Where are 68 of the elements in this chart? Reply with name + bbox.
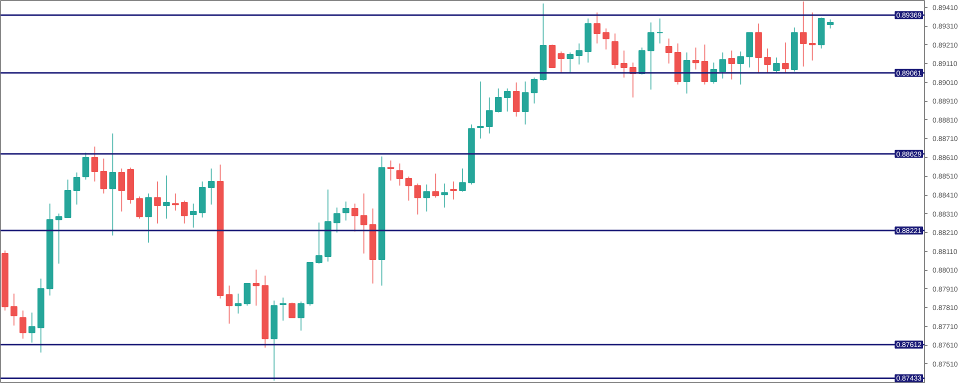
- candlestick: [432, 173, 440, 198]
- candlestick: [100, 158, 108, 194]
- candlestick: [91, 146, 98, 182]
- candlestick: [504, 88, 511, 112]
- candlestick: [387, 160, 394, 182]
- candlestick: [28, 312, 36, 344]
- candlestick: [342, 201, 350, 222]
- candlestick: [612, 33, 618, 70]
- candlestick: [647, 22, 654, 90]
- candlestick: [136, 196, 143, 220]
- candlestick: [737, 51, 744, 86]
- candlestick: [396, 162, 404, 186]
- candlestick: [494, 88, 502, 113]
- candlestick: [333, 207, 340, 234]
- candlestick: [522, 81, 529, 125]
- candlestick: [20, 310, 26, 340]
- candlestick: [10, 293, 18, 326]
- candlestick: [163, 174, 170, 220]
- candlestick: [405, 176, 412, 202]
- candlestick: [512, 82, 520, 118]
- candlestick: [477, 81, 484, 140]
- candlestick: [109, 132, 116, 236]
- candlestick: [423, 184, 430, 212]
- candlestick: [280, 297, 286, 322]
- candlestick: [459, 168, 466, 192]
- candlestick: [576, 42, 583, 65]
- candlestick: [602, 28, 610, 50]
- candlestick: [656, 18, 664, 44]
- candlestick: [594, 12, 600, 44]
- candlestick: [244, 283, 251, 306]
- candlestick: [360, 193, 368, 254]
- candlestick: [719, 52, 726, 80]
- candlestick: [298, 301, 304, 332]
- candlestick: [486, 96, 493, 134]
- candlestick: [351, 203, 358, 232]
- candlestick: [620, 50, 628, 78]
- candlestick: [154, 180, 161, 224]
- candlestick: [450, 180, 457, 200]
- candlestick: [800, 0, 807, 68]
- candlestick: [252, 269, 260, 306]
- candlestick: [55, 213, 62, 264]
- candlestick: [73, 172, 80, 206]
- candlestick: [638, 47, 646, 76]
- candlestick: [808, 12, 816, 62]
- candlestick: [234, 293, 242, 314]
- candlestick: [566, 52, 574, 74]
- candlestick: [665, 38, 672, 64]
- candlestick: [548, 44, 556, 68]
- candlestick: [530, 77, 538, 104]
- candlestick: [145, 193, 152, 244]
- candlestick: [190, 203, 197, 228]
- candlestick: [226, 285, 233, 324]
- candlestick: [288, 302, 296, 318]
- candlestick: [764, 48, 771, 74]
- candlestick: [441, 183, 448, 208]
- candlestick: [172, 193, 179, 212]
- candlestick: [782, 42, 789, 74]
- candlestick: [316, 222, 322, 264]
- candlestick: [118, 168, 126, 212]
- candlestick: [826, 18, 834, 29]
- candlestick: [414, 183, 422, 216]
- candlestick: [692, 47, 700, 70]
- candlestick: [728, 50, 736, 80]
- candlestick: [180, 200, 188, 224]
- candlestick: [773, 57, 780, 74]
- candlestick: [82, 152, 90, 180]
- candlestick: [558, 51, 565, 74]
- candlestick: [208, 168, 215, 206]
